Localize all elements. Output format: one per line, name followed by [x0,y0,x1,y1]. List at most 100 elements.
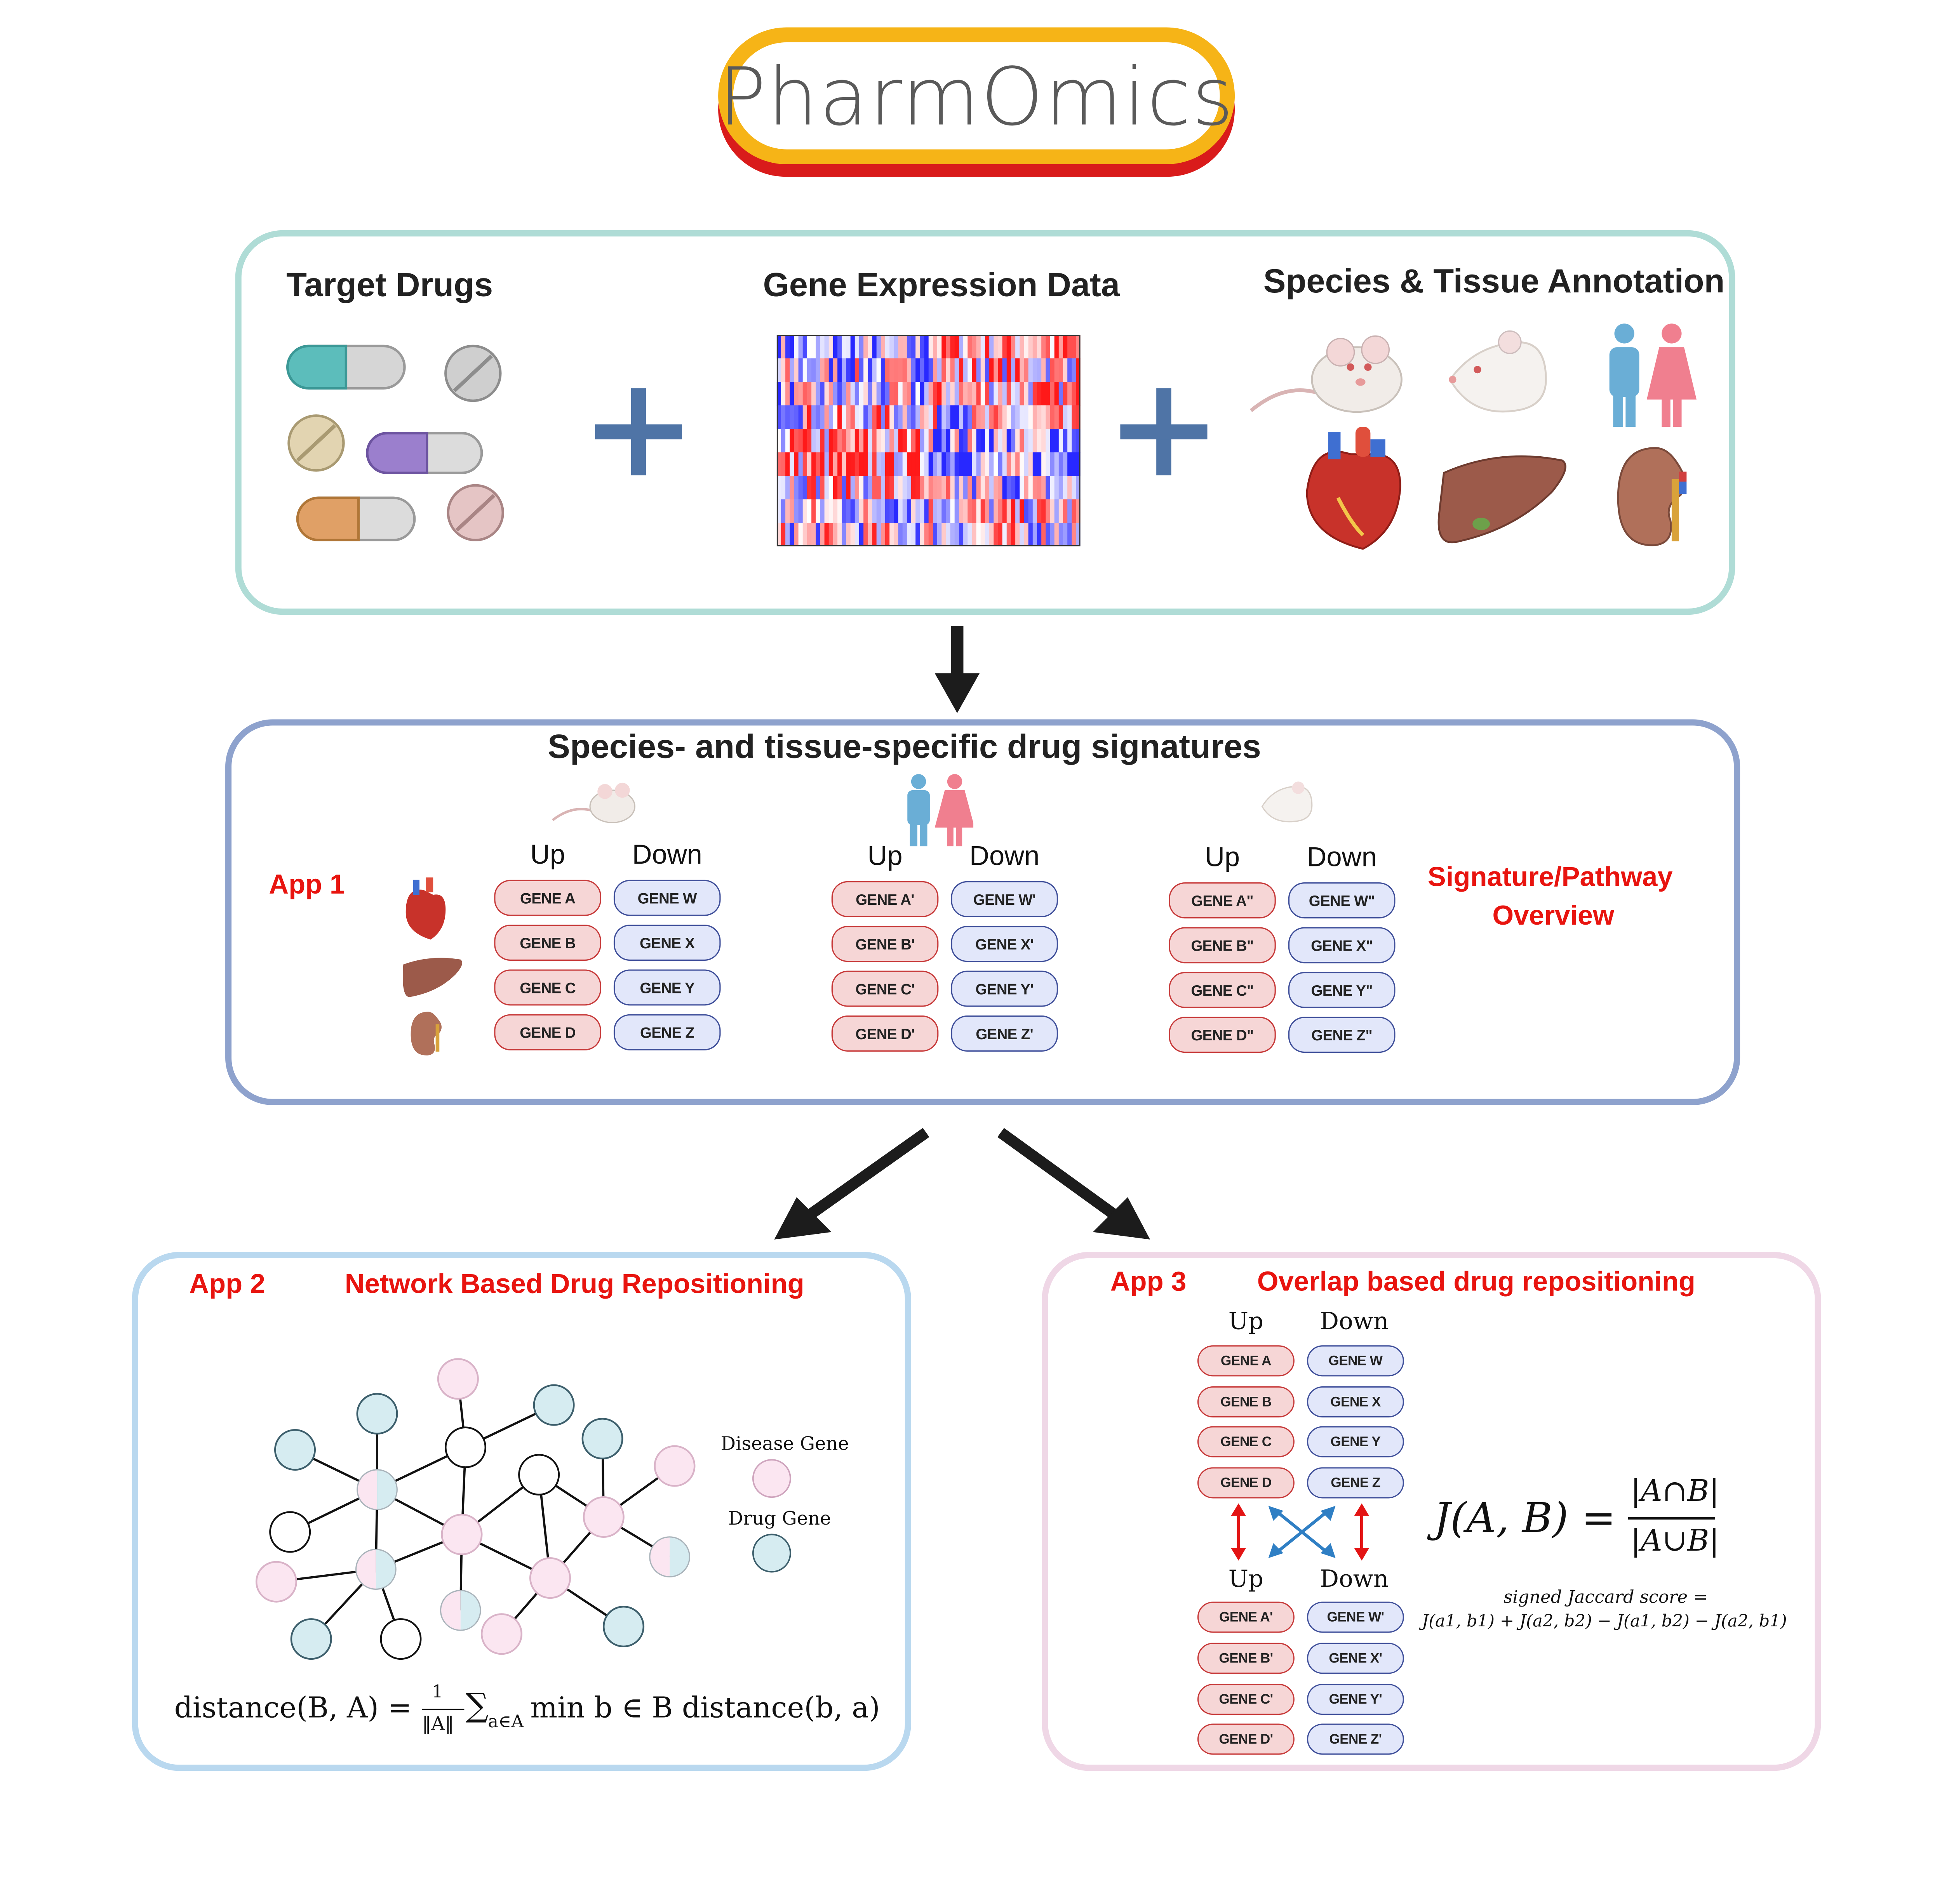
heatmap-cell [837,476,842,500]
heatmap-cell [946,358,951,383]
heatmap-cell [1020,499,1025,523]
heatmap-cell [816,476,821,500]
heatmap-cell [1072,335,1077,359]
heatmap-cell [1006,452,1011,476]
heatmap-cell [833,499,838,523]
heatmap-cell [802,523,807,546]
arrow-icon [1231,1503,1246,1561]
heatmap-cell [950,358,955,383]
heatmap-cell [798,405,803,429]
heatmap-cell [1050,382,1055,406]
heatmap-cell [885,476,890,500]
heatmap-cell [1072,358,1077,383]
heatmap-cell [920,335,925,359]
heatmap-cell [907,405,912,429]
heatmap-cell [807,499,812,523]
heatmap-cell [989,382,994,406]
heatmap-cell [828,476,834,500]
heatmap-cell [959,382,964,406]
heatmap-cell [1058,405,1063,429]
heatmap-cell [833,452,838,476]
heatmap-cell [859,335,864,359]
heatmap-cell [854,358,860,383]
heatmap-cell [790,382,795,406]
heatmap-cell [1020,382,1025,406]
heatmap-cell [911,429,916,453]
gene-pill-down: GENE W' [951,881,1058,917]
heatmap-cell [811,523,816,546]
heatmap-cell [781,405,786,429]
liver-icon [1437,455,1566,544]
heatmap-cell [968,476,973,500]
heatmap-cell [994,405,999,429]
heatmap-cell [915,523,921,546]
gene-pill-up: GENE D" [1169,1017,1276,1053]
heatmap-cell [807,335,812,359]
signed-jaccard-line2: J(a1, b1) + J(a2, b2) − J(a1, b2) − J(a2… [1422,1612,1787,1632]
heatmap-cell [980,358,985,383]
heatmap-cell [928,476,933,500]
heatmap-cell [798,499,803,523]
formula-sum: ∑ [465,1687,489,1725]
heatmap-cell [1076,523,1081,546]
app3-label: App 3 [1110,1266,1187,1297]
gene-pill-up: GENE C' [831,970,939,1007]
heatmap-cell [837,452,842,476]
heatmap-cell [798,429,803,453]
heatmap-cell [946,405,951,429]
heatmap-cell [1037,523,1042,546]
heatmap-cell [911,405,916,429]
heatmap-cell [907,429,912,453]
heatmap-cell [1067,358,1072,383]
heatmap-cell [959,452,964,476]
heatmap-cell [816,452,821,476]
heatmap-cell [807,358,812,383]
heatmap-cell [924,405,929,429]
heatmap-cell [976,499,981,523]
heatmap-cell [876,499,881,523]
heatmap-cell [850,358,855,383]
heatmap-cell [802,358,807,383]
gene-pill-down: GENE Y [613,969,721,1006]
heatmap-cell [937,499,942,523]
jaccard-num: |A∩B| [1631,1473,1719,1509]
heatmap-cell [842,405,847,429]
network-node [356,1393,398,1435]
heatmap-cell [1063,499,1068,523]
heatmap-cell [1076,405,1081,429]
heatmap-cell [1032,499,1037,523]
heatmap-cell [1046,382,1051,406]
heatmap-cell [959,335,964,359]
heatmap-cell [781,523,786,546]
legend-drug-label: Drug Gene [728,1507,831,1530]
heatmap-cell [954,405,959,429]
heatmap-cell [998,358,1003,383]
heatmap-cell [989,335,994,359]
heatmap-cell [868,335,873,359]
gene-pill-up: GENE A' [831,881,939,917]
gene-network [255,1358,696,1660]
heatmap-cell [928,452,933,476]
heatmap-cell [1072,429,1077,453]
heatmap-cell [954,452,959,476]
human-icon [1609,323,1639,427]
heatmap-cell [1054,452,1059,476]
heatmap-cell [1024,499,1029,523]
heatmap-cell [946,476,951,500]
network-node [533,1384,575,1426]
heatmap-cell [807,476,812,500]
heatmap-cell [881,476,886,500]
heatmap-cell [998,429,1003,453]
jaccard-den: |A∪B| [1631,1523,1719,1558]
heatmap-cell [1041,476,1046,500]
heatmap-cell [811,382,816,406]
heatmap-cell [854,452,860,476]
heatmap-cell [820,382,825,406]
heatmap-cell [833,335,838,359]
heatmap-cell [872,382,877,406]
heatmap-cell [820,429,825,453]
heatmap-cell [816,358,821,383]
heatmap-cell [994,335,999,359]
formula-left: distance(B, A) = [174,1692,412,1725]
heatmap-cell [885,499,890,523]
